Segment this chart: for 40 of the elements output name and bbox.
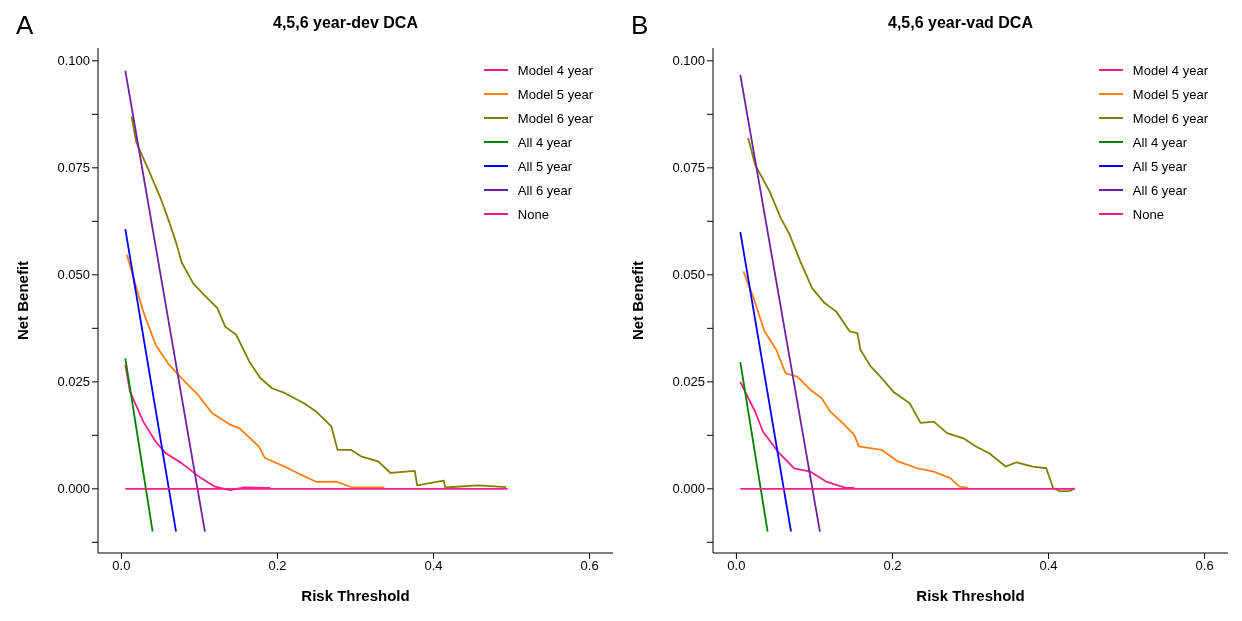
x-axis-title: Risk Threshold <box>916 587 1025 604</box>
y-tick-label: 0.025 <box>672 374 705 390</box>
y-tick-label: 0.025 <box>57 374 90 390</box>
legend-label: Model 4 year <box>1132 62 1208 78</box>
x-tick-label: 0.6 <box>580 558 599 574</box>
x-tick-label: 0.6 <box>1195 558 1214 574</box>
legend-label: All 6 year <box>517 182 573 198</box>
y-tick-label: 0.000 <box>57 481 90 497</box>
x-axis-title: Risk Threshold <box>301 587 410 604</box>
y-tick-label: 0.100 <box>57 53 90 69</box>
y-tick-label: 0.075 <box>672 160 705 176</box>
legend-label: None <box>1132 206 1164 222</box>
legend-label: All 4 year <box>1132 134 1188 150</box>
y-tick-label: 0.075 <box>57 160 90 176</box>
x-tick-label: 0.2 <box>268 558 287 574</box>
legend-label: Model 5 year <box>1132 86 1208 102</box>
legend-label: Model 4 year <box>517 62 593 78</box>
y-axis-title: Net Benefit <box>14 260 32 341</box>
chart-title: 4,5,6 year-dev DCA <box>273 14 418 31</box>
y-tick-label: 0.100 <box>672 53 705 69</box>
legend-label: All 5 year <box>1132 158 1188 174</box>
legend-label: All 6 year <box>1132 182 1188 198</box>
y-tick-label: 0.000 <box>672 481 705 497</box>
x-tick-label: 0.0 <box>727 558 746 574</box>
x-tick-label: 0.0 <box>112 558 131 574</box>
text: A <box>16 10 34 41</box>
legend-label: None <box>517 206 549 222</box>
y-tick-label: 0.050 <box>57 267 90 283</box>
legend-label: All 5 year <box>517 158 573 174</box>
x-tick-label: 0.4 <box>424 558 443 574</box>
legend-label: Model 6 year <box>517 110 593 126</box>
legend-label: All 4 year <box>517 134 573 150</box>
x-tick-label: 0.2 <box>883 558 902 574</box>
y-tick-label: 0.050 <box>672 267 705 283</box>
x-tick-label: 0.4 <box>1039 558 1058 574</box>
legend-label: Model 6 year <box>1132 110 1208 126</box>
legend-label: Model 5 year <box>517 86 593 102</box>
text: B <box>631 10 649 41</box>
y-axis-title: Net Benefit <box>629 260 647 341</box>
chart-title: 4,5,6 year-vad DCA <box>888 14 1033 31</box>
